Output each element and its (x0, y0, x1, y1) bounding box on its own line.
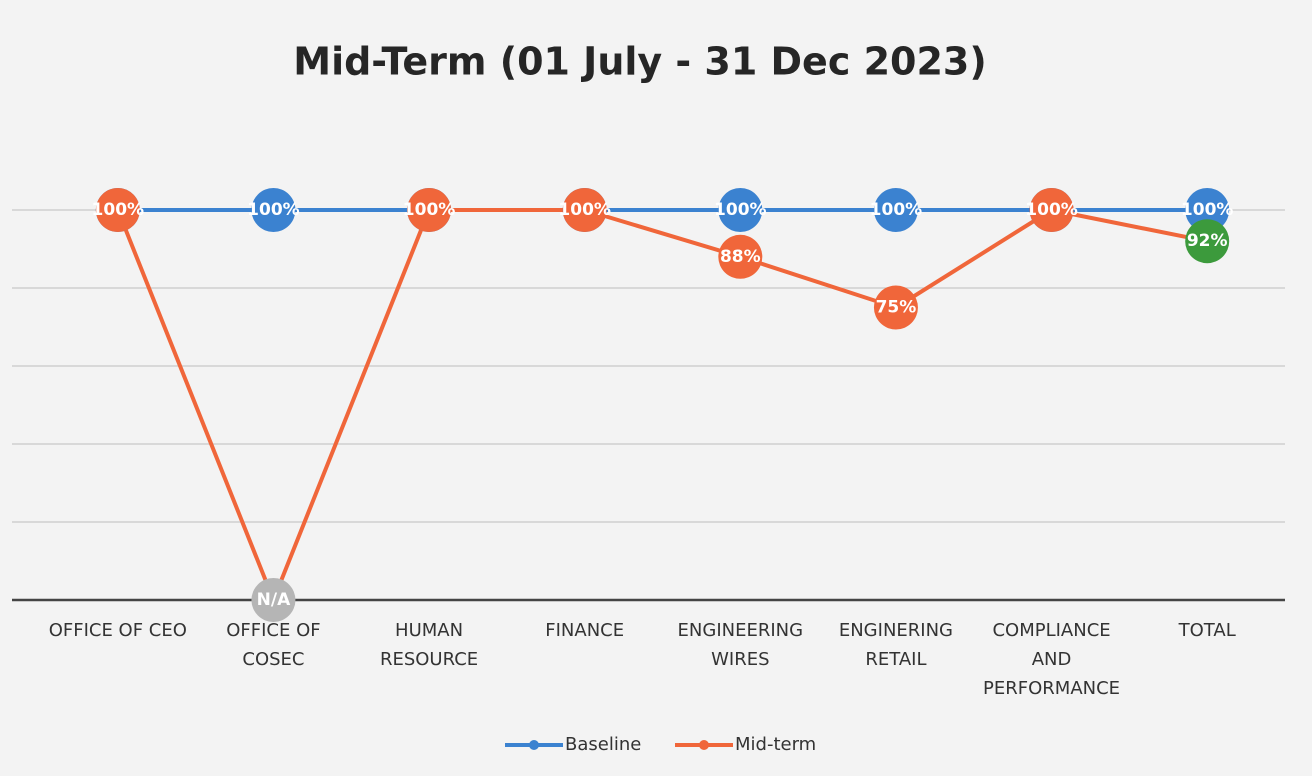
x-tick-label: HUMAN RESOURCE (379, 620, 479, 670)
data-point (718, 234, 763, 279)
data-point (1185, 219, 1230, 264)
data-point (873, 188, 918, 232)
data-label: 100% (92, 200, 145, 220)
data-label: 88% (720, 247, 761, 267)
data-point (718, 188, 763, 232)
series-line (115, 208, 1208, 602)
x-tick-label: TOTAL (1178, 620, 1236, 641)
data-point (407, 188, 452, 232)
x-tick-label: COMPLIANCE AND PERFORMANCE (983, 620, 1121, 699)
data-point (251, 188, 296, 232)
data-label: N/A (257, 590, 291, 610)
data-label: 100% (403, 200, 456, 220)
legend-marker (529, 740, 539, 750)
data-label: 100% (714, 200, 767, 220)
data-label: 100% (558, 200, 611, 220)
data-label: 75% (876, 298, 917, 318)
x-tick-label: FINANCE (545, 620, 625, 641)
legend-marker (699, 740, 709, 750)
data-label: 92% (1187, 231, 1228, 251)
data-point (95, 188, 140, 232)
legend-label: Baseline (565, 734, 641, 755)
data-label: 100% (870, 200, 923, 220)
chart-title: Mid-Term (01 July - 31 Dec 2023) (293, 40, 986, 84)
legend-label: Mid-term (735, 734, 816, 755)
x-tick-label: OFFICE OF CEO (48, 620, 187, 641)
data-point (562, 188, 607, 232)
data-point (251, 578, 296, 622)
data-point (873, 285, 918, 330)
data-label: 100% (1181, 200, 1234, 220)
data-label: 100% (1025, 200, 1078, 220)
x-tick-label: ENGINEERING WIRES (677, 620, 804, 670)
x-tick-label: ENGINERING RETAIL (838, 620, 954, 670)
data-label: 100% (247, 200, 300, 220)
x-tick-label: OFFICE OF COSEC (226, 620, 321, 670)
data-point (1185, 188, 1230, 232)
data-point (1029, 188, 1074, 232)
